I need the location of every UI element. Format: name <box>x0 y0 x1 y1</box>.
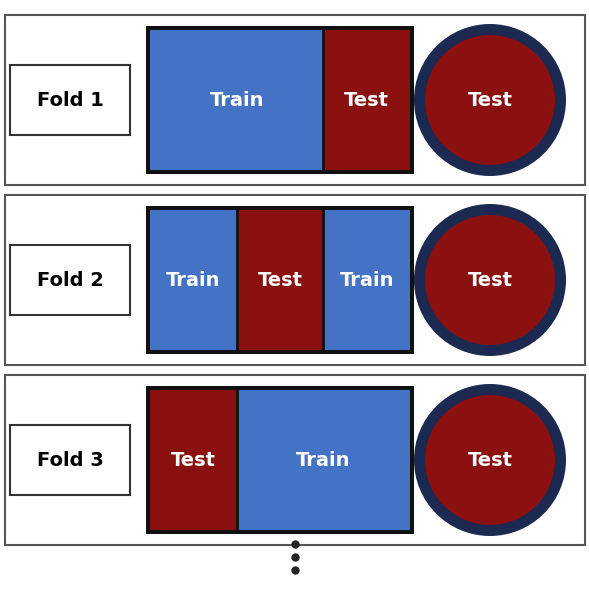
Bar <box>323 30 410 170</box>
Bar <box>146 26 414 174</box>
Text: Fold 1: Fold 1 <box>37 91 103 109</box>
Bar <box>150 210 237 350</box>
Text: Train: Train <box>209 91 264 109</box>
Bar <box>5 15 585 185</box>
Text: Train: Train <box>296 451 350 469</box>
Circle shape <box>414 204 566 356</box>
Bar <box>150 30 323 170</box>
Circle shape <box>425 215 555 345</box>
Text: Train: Train <box>166 271 221 289</box>
Text: Test: Test <box>467 451 513 469</box>
Text: Test: Test <box>467 91 513 109</box>
Bar <box>5 195 585 365</box>
Bar <box>323 210 410 350</box>
Bar <box>5 375 585 545</box>
Text: Test: Test <box>344 91 389 109</box>
Circle shape <box>425 395 555 525</box>
Bar <box>237 390 410 530</box>
Circle shape <box>414 384 566 536</box>
Text: Test: Test <box>467 271 513 289</box>
Bar <box>10 425 130 495</box>
Bar <box>146 206 414 354</box>
Text: Test: Test <box>257 271 303 289</box>
Bar <box>10 245 130 315</box>
Text: Train: Train <box>339 271 394 289</box>
Text: Test: Test <box>171 451 216 469</box>
Bar <box>237 210 323 350</box>
Text: Fold 3: Fold 3 <box>37 451 103 469</box>
Text: Fold 2: Fold 2 <box>37 271 103 289</box>
Bar <box>150 390 237 530</box>
Bar <box>10 65 130 135</box>
Circle shape <box>414 24 566 176</box>
Bar <box>146 386 414 534</box>
Circle shape <box>425 35 555 165</box>
